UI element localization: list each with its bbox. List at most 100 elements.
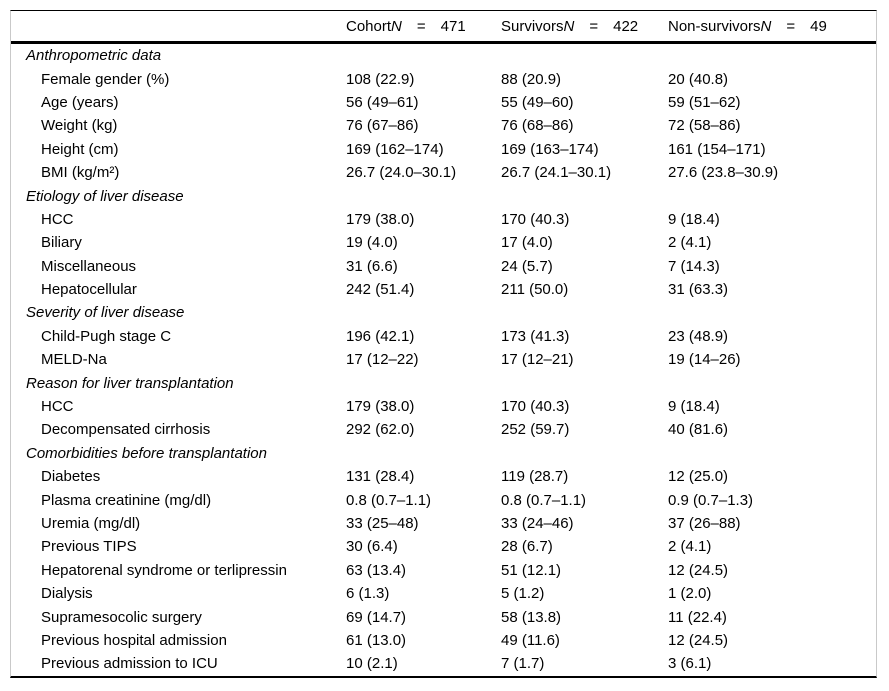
cell-value: 28 (6.7) bbox=[501, 538, 553, 556]
cell-value: 170 (40.3) bbox=[501, 398, 570, 416]
cell-value: 9 (18.4) bbox=[668, 210, 720, 228]
section-header-row: Anthropometric data bbox=[11, 44, 876, 67]
row-label: Hepatorenal syndrome or terlipressin bbox=[41, 561, 287, 579]
cell-value: 10 (2.1) bbox=[346, 655, 398, 673]
cell-value: 26.7 (24.0–30.1) bbox=[346, 164, 457, 182]
cell-value: 19 (4.0) bbox=[346, 234, 398, 252]
table-row: Plasma creatinine (mg/dl) 0.8 (0.7–1.1) 0.… bbox=[11, 488, 876, 511]
cell-value: 30 (6.4) bbox=[346, 538, 398, 556]
row-label: HCC bbox=[41, 210, 74, 228]
cell-value: 69 (14.7) bbox=[346, 608, 407, 626]
row-label: Diabetes bbox=[41, 468, 101, 486]
cell-value: 23 (48.9) bbox=[668, 327, 729, 345]
cell-value: 196 (42.1) bbox=[346, 327, 415, 345]
cell-value: 173 (41.3) bbox=[501, 327, 570, 345]
table-row: Biliary 19 (4.0) 17 (4.0) 2 (4.1) bbox=[11, 231, 876, 254]
row-label: Child-Pugh stage C bbox=[41, 327, 172, 345]
cell-value: 9 (18.4) bbox=[668, 398, 720, 416]
cell-value: 76 (67–86) bbox=[346, 117, 419, 135]
cell-value: 40 (81.6) bbox=[668, 421, 729, 439]
cell-value: 17 (12–22) bbox=[346, 351, 419, 369]
table-row: Dialysis 6 (1.3) 5 (1.2) 1 (2.0) bbox=[11, 582, 876, 605]
column-group-label: Survivors bbox=[501, 17, 564, 35]
row-label: Previous TIPS bbox=[41, 538, 137, 556]
cell-value: 31 (6.6) bbox=[346, 257, 398, 275]
table-row: Previous hospital admission 61 (13.0) 49 (… bbox=[11, 629, 876, 652]
cell-value: 19 (14–26) bbox=[668, 351, 741, 369]
table-row: BMI (kg/m²) 26.7 (24.0–30.1) 26.7 (24.1–30… bbox=[11, 161, 876, 184]
cell-value: 12 (24.5) bbox=[668, 561, 729, 579]
table-row: Hepatorenal syndrome or terlipressin 63 (… bbox=[11, 559, 876, 582]
section-title: Reason for liver transplantation bbox=[26, 374, 234, 392]
section-title: Etiology of liver disease bbox=[26, 187, 184, 205]
section-title: Anthropometric data bbox=[26, 47, 162, 65]
cell-value: 3 (6.1) bbox=[668, 655, 712, 673]
equals-sign: = bbox=[786, 17, 796, 35]
column-header-cohort: CohortN = 471 bbox=[346, 18, 501, 35]
cell-value: 131 (28.4) bbox=[346, 468, 415, 486]
n-value: 471 bbox=[440, 17, 466, 35]
n-value: 422 bbox=[613, 17, 639, 35]
table-row: Uremia (mg/dl) 33 (25–48) 33 (24–46) 37 (26… bbox=[11, 512, 876, 535]
section-header-row: Severity of liver disease bbox=[11, 301, 876, 324]
table-row: Decompensated cirrhosis 292 (62.0) 252 (59… bbox=[11, 418, 876, 441]
row-label: Biliary bbox=[41, 234, 82, 252]
cell-value: 7 (1.7) bbox=[501, 655, 545, 673]
row-label: Hepatocellular bbox=[41, 281, 137, 299]
cell-value: 56 (49–61) bbox=[346, 93, 419, 111]
cell-value: 76 (68–86) bbox=[501, 117, 574, 135]
cell-value: 211 (50.0) bbox=[501, 281, 569, 299]
cell-value: 0.8 (0.7–1.1) bbox=[346, 491, 432, 509]
row-label: Previous admission to ICU bbox=[41, 655, 218, 673]
section-title: Comorbidities before transplantation bbox=[26, 444, 267, 462]
cell-value: 170 (40.3) bbox=[501, 210, 570, 228]
table-header-row: CohortN = 471 SurvivorsN = 422 Non-survivors… bbox=[11, 11, 876, 41]
cell-value: 26.7 (24.1–30.1) bbox=[501, 164, 612, 182]
cell-value: 179 (38.0) bbox=[346, 398, 415, 416]
row-label: Supramesocolic surgery bbox=[41, 608, 202, 626]
row-label: Plasma creatinine (mg/dl) bbox=[41, 491, 212, 509]
cell-value: 108 (22.9) bbox=[346, 70, 415, 88]
table-row: Weight (kg) 76 (67–86) 76 (68–86) 72 (58–86… bbox=[11, 114, 876, 137]
cell-value: 0.8 (0.7–1.1) bbox=[501, 491, 587, 509]
cell-value: 11 (22.4) bbox=[668, 608, 727, 626]
cell-value: 2 (4.1) bbox=[668, 234, 712, 252]
cell-value: 119 (28.7) bbox=[501, 468, 569, 486]
cell-value: 63 (13.4) bbox=[346, 561, 407, 579]
section-header-row: Reason for liver transplantation bbox=[11, 371, 876, 394]
equals-sign: = bbox=[416, 17, 426, 35]
cell-value: 2 (4.1) bbox=[668, 538, 712, 556]
table-row: Female gender (%) 108 (22.9) 88 (20.9) 20 (… bbox=[11, 67, 876, 90]
cell-value: 37 (26–88) bbox=[668, 515, 741, 532]
row-label: Dialysis bbox=[41, 585, 93, 603]
section-header-row: Etiology of liver disease bbox=[11, 184, 876, 207]
cell-value: 33 (24–46) bbox=[501, 515, 574, 532]
row-label: MELD-Na bbox=[41, 351, 107, 369]
column-header-survivors: SurvivorsN = 422 bbox=[501, 18, 668, 35]
row-label: HCC bbox=[41, 398, 74, 416]
cell-value: 0.9 (0.7–1.3) bbox=[668, 491, 754, 509]
cell-value: 27.6 (23.8–30.9) bbox=[668, 164, 779, 182]
row-label: Age (years) bbox=[41, 93, 119, 111]
cell-value: 61 (13.0) bbox=[346, 631, 407, 649]
cell-value: 1 (2.0) bbox=[668, 585, 712, 603]
equals-sign: = bbox=[589, 17, 599, 35]
cell-value: 7 (14.3) bbox=[668, 257, 720, 275]
table-row: Age (years) 56 (49–61) 55 (49–60) 59 (51–62… bbox=[11, 91, 876, 114]
table-row: HCC 179 (38.0) 170 (40.3) 9 (18.4) bbox=[11, 208, 876, 231]
cell-value: 12 (25.0) bbox=[668, 468, 729, 486]
cell-value: 179 (38.0) bbox=[346, 210, 415, 228]
cell-value: 20 (40.8) bbox=[668, 70, 729, 88]
cell-value: 5 (1.2) bbox=[501, 585, 545, 603]
table-body: Anthropometric data Female gender (%) 108 … bbox=[11, 44, 876, 676]
table-row: Previous TIPS 30 (6.4) 28 (6.7) 2 (4.1) bbox=[11, 535, 876, 558]
section-header-row: Comorbidities before transplantation bbox=[11, 442, 876, 465]
cell-value: 169 (163–174) bbox=[501, 140, 599, 158]
cell-value: 88 (20.9) bbox=[501, 70, 562, 88]
cell-value: 242 (51.4) bbox=[346, 281, 415, 299]
column-header-non-survivors: Non-survivorsN = 49 bbox=[668, 18, 876, 35]
patient-characteristics-table: CohortN = 471 SurvivorsN = 422 Non-survivors… bbox=[10, 10, 877, 678]
cell-value: 6 (1.3) bbox=[346, 585, 390, 603]
table-row: Hepatocellular 242 (51.4) 211 (50.0) 31 (63… bbox=[11, 278, 876, 301]
table-row: Child-Pugh stage C 196 (42.1) 173 (41.3) 23… bbox=[11, 325, 876, 348]
